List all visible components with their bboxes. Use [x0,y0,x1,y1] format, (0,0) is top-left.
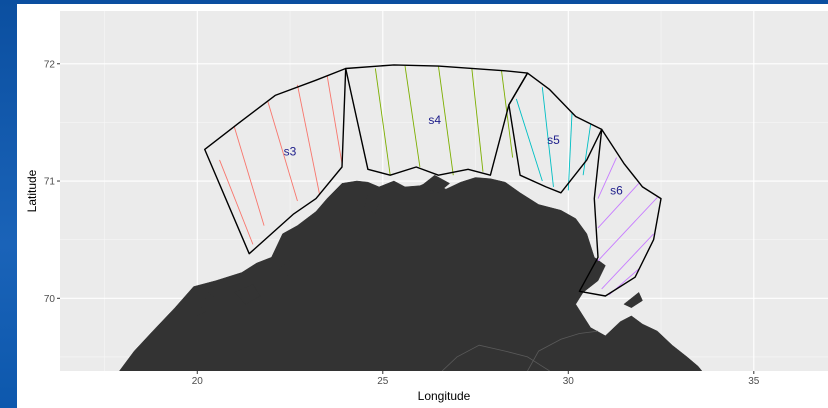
x-tick-label: 30 [563,376,575,387]
stratum-outline-s4 [345,64,529,176]
y-tick-label: 72 [44,59,56,70]
hatch-line-s6 [601,233,654,290]
island [419,174,451,194]
x-axis-title: Longitude [418,389,471,403]
hatch-line-s6 [597,157,617,199]
island [196,292,217,317]
hatch-line-s4 [437,66,454,176]
stratum-outline-s6 [578,128,662,297]
y-tick-label: 70 [44,294,56,305]
y-tick-label: 71 [44,177,56,188]
map-svg: s3 s4 s5 s6 20 25 30 35 70 71 72 Longitude Latit… [25,11,828,403]
hatch-line-s3 [267,101,298,202]
stratum-outline-s5 [508,72,603,194]
stratum-label-s3: s3 [284,145,297,159]
island [233,283,261,305]
hatch-line-s3 [326,75,343,164]
island [623,292,643,308]
x-tick-label: 20 [192,376,204,387]
stratum-outline-s3 [203,67,347,255]
map-figure: s3 s4 s5 s6 20 25 30 35 70 71 72 Longitude Latit… [17,4,828,408]
mainland [119,177,703,371]
island [278,256,302,278]
hatch-line-s6 [597,197,658,262]
land-layer [119,174,703,371]
hatch-line-s5 [541,87,554,187]
hatch-line-s4 [404,66,421,168]
strata-layer [203,64,662,297]
hatch-line-s3 [297,84,321,196]
y-axis-title: Latitude [25,169,39,212]
hatch-line-s5 [567,112,573,191]
x-axis-ticks: 20 25 30 35 [192,371,760,387]
island [363,194,380,215]
x-tick-label: 25 [377,376,389,387]
hatch-layer [219,66,658,296]
hatch-line-s3 [233,126,265,226]
stratum-label-s6: s6 [610,183,623,197]
hatch-line-s5 [582,124,591,176]
border-layer [441,330,599,371]
y-axis-ticks: 70 71 72 [44,59,60,305]
hatch-line-s4 [471,68,484,172]
hatch-line-s5 [515,98,543,182]
country-border [441,344,550,371]
hatch-line-s4 [374,68,391,176]
hatch-line-s6 [597,183,640,229]
stratum-label-s5: s5 [547,133,560,147]
label-layer: s3 s4 s5 s6 [284,113,623,197]
country-border [527,330,599,371]
x-tick-label: 35 [748,376,760,387]
hatch-line-s3 [219,159,254,245]
stratum-label-s4: s4 [428,113,441,127]
